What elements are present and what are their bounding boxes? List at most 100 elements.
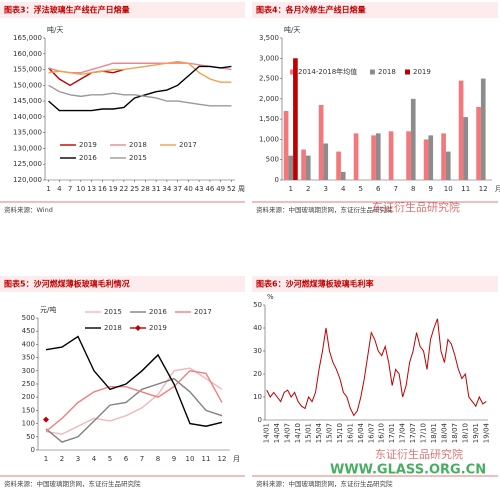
bar (323, 143, 329, 180)
y-tick-label: 145,000 (13, 97, 42, 105)
x-tick-label: 4 (92, 455, 97, 463)
title-bar (252, 276, 498, 292)
source-note: 资料来源：中国玻璃期货网，东证衍生品研究院 (4, 479, 141, 488)
x-tick-label: 17/10 (420, 423, 428, 443)
y-axis-label: 吨/天 (284, 25, 300, 34)
y-tick-label: 40 (253, 324, 262, 332)
x-tick-label: 18/04 (440, 422, 448, 443)
y-tick-label: 1,500 (259, 115, 279, 123)
legend-label: 2014-2018年均值 (298, 67, 357, 76)
x-tick-label: 52 (227, 185, 236, 193)
legend-label: 2018 (104, 324, 122, 332)
bar (293, 58, 298, 180)
x-tick-label: 12 (218, 455, 227, 463)
y-tick-label: 30 (253, 347, 262, 355)
legend-swatch (290, 69, 295, 75)
y-tick-label: 155,000 (13, 66, 42, 74)
watermark: 东证衍生品研究院 (375, 447, 463, 461)
x-tick-label: 18/07 (451, 423, 459, 443)
y-tick-label: 500 (266, 156, 279, 164)
chart-title: 图表5：沙河燃煤薄板玻璃毛利情况 (4, 279, 130, 289)
watermark: 东证衍生品研究院 (372, 200, 460, 214)
y-tick-label: 300 (22, 367, 35, 375)
series-line (48, 84, 232, 107)
x-tick-label: 19/04 (482, 422, 490, 443)
bar (458, 80, 464, 180)
legend-marker (135, 325, 141, 331)
legend-swatch (370, 69, 375, 75)
x-tick-label: 25 (130, 185, 139, 193)
y-tick-label: 500 (22, 314, 35, 322)
x-tick-label: 3 (324, 185, 328, 193)
x-tick-label: 8 (156, 455, 160, 463)
bar (340, 171, 346, 180)
x-tick-label: 15/04 (315, 422, 323, 443)
bar (288, 155, 294, 180)
x-tick-label: 16/07 (367, 423, 375, 443)
y-tick-label: 0 (31, 446, 35, 454)
source-note: 资料来源：Wind (4, 205, 53, 214)
x-tick-label: 18/01 (430, 423, 438, 443)
x-tick-label: 18/10 (461, 423, 469, 443)
x-tick-label: 14/10 (294, 423, 302, 443)
y-tick-label: 200 (22, 393, 35, 401)
x-tick-label: 1 (44, 455, 48, 463)
series-line (45, 377, 223, 443)
x-tick-label: 17/07 (409, 423, 417, 443)
legend-label: 2019 (413, 68, 431, 76)
x-tick-label: 9 (429, 185, 433, 193)
x-axis-label: 月 (233, 455, 240, 463)
y-tick-label: 140,000 (13, 113, 42, 121)
y-axis-label: 元/吨 (40, 305, 56, 314)
bar (353, 133, 359, 180)
x-tick-label: 16 (98, 185, 107, 193)
legend-label: 2016 (79, 154, 97, 162)
x-tick-label: 16/10 (378, 423, 386, 443)
y-tick-label: 120,000 (13, 176, 42, 184)
x-tick-label: 17/04 (399, 422, 407, 443)
x-tick-label: 6 (376, 185, 381, 193)
x-tick-label: 28 (141, 185, 150, 193)
y-tick-label: 450 (22, 327, 35, 335)
bar (410, 98, 416, 180)
legend-swatch (405, 69, 410, 75)
series-line (48, 62, 232, 83)
bar (428, 135, 434, 180)
point-marker (43, 416, 49, 423)
x-tick-label: 13 (87, 185, 96, 193)
bar (423, 139, 429, 180)
bar (476, 106, 481, 180)
bar (441, 133, 446, 180)
bar (283, 111, 289, 180)
x-tick-label: 1 (46, 185, 50, 193)
x-tick-label: 7 (394, 185, 398, 193)
x-tick-label: 7 (140, 455, 144, 463)
legend-label: 2016 (149, 308, 167, 316)
y-tick-label: 125,000 (13, 160, 42, 168)
chart-title: 图表3：浮法玻璃生产线在产日熔量 (4, 5, 130, 15)
y-axis-label: 吨/天 (47, 25, 63, 34)
x-tick-label: 12 (479, 185, 488, 193)
x-tick-label: 10 (76, 185, 85, 193)
bar (305, 155, 311, 180)
x-tick-label: 3 (76, 455, 80, 463)
chart-title: 图表6：沙河燃煤薄板玻璃毛利率 (256, 279, 374, 289)
x-tick-label: 15/01 (305, 423, 313, 443)
y-tick-label: 2,500 (259, 75, 279, 83)
bar (445, 151, 451, 180)
bar (375, 133, 381, 180)
y-tick-label: 3,500 (259, 34, 279, 42)
y-tick-label: 250 (22, 380, 35, 388)
x-tick-label: 4 (57, 185, 62, 193)
series-line (266, 318, 487, 417)
bar (463, 117, 469, 180)
x-tick-label: 16/01 (346, 423, 354, 443)
x-tick-label: 15/10 (336, 423, 344, 443)
x-tick-label: 14/01 (263, 423, 271, 443)
watermark: WWW.GLASS.ORG.CN (330, 463, 486, 478)
x-tick-label: 11 (461, 185, 470, 193)
y-tick-label: 50 (26, 433, 35, 441)
y-tick-label: 150 (22, 406, 35, 414)
x-tick-label: 34 (162, 185, 171, 193)
x-tick-label: 15/07 (325, 423, 333, 443)
